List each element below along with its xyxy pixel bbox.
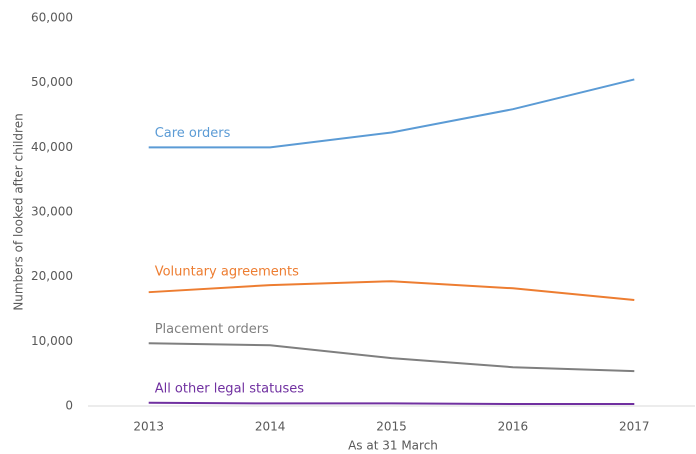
series-line — [148, 401, 635, 406]
y-axis-title: Numbers of looked after children — [12, 113, 26, 310]
series-line — [148, 78, 635, 149]
y-tick-label: 50,000 — [31, 75, 73, 89]
x-tick-label: 2015 — [376, 420, 407, 434]
x-tick-label: 2017 — [619, 420, 650, 434]
y-tick-label: 10,000 — [31, 334, 73, 348]
y-tick-label: 40,000 — [31, 140, 73, 154]
y-tick-label: 20,000 — [31, 269, 73, 283]
x-tick-label: 2013 — [133, 420, 164, 434]
y-tick-label: 0 — [65, 399, 73, 413]
series-line — [148, 342, 635, 373]
x-tick-label: 2014 — [255, 420, 286, 434]
x-tick-label: 2016 — [498, 420, 529, 434]
series-label: Care orders — [155, 126, 231, 141]
series-label: Voluntary agreements — [155, 265, 299, 280]
x-axis-title: As at 31 March — [348, 439, 438, 453]
y-tick-label: 30,000 — [31, 205, 73, 219]
series-label: Placement orders — [155, 322, 269, 337]
y-tick-label: 60,000 — [31, 11, 73, 25]
series-line — [148, 280, 635, 301]
series-label: All other legal statuses — [155, 381, 305, 396]
